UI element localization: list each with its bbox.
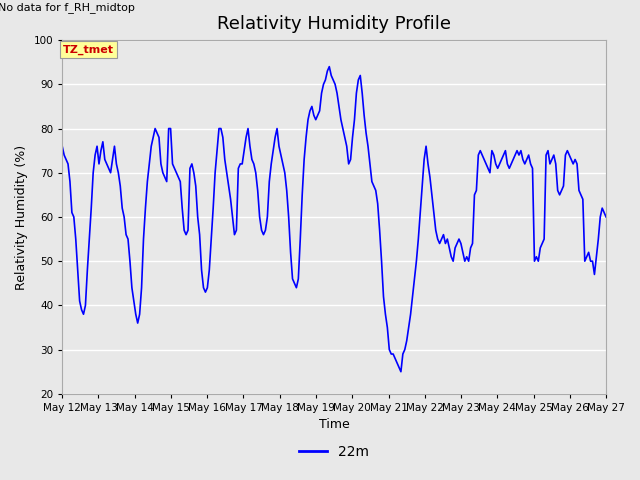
Text: TZ_tmet: TZ_tmet xyxy=(63,45,114,55)
Legend: 22m: 22m xyxy=(294,440,374,465)
Text: No data for f_RH_midtop: No data for f_RH_midtop xyxy=(0,2,135,12)
X-axis label: Time: Time xyxy=(319,419,349,432)
Y-axis label: Relativity Humidity (%): Relativity Humidity (%) xyxy=(15,144,28,289)
Title: Relativity Humidity Profile: Relativity Humidity Profile xyxy=(217,15,451,33)
